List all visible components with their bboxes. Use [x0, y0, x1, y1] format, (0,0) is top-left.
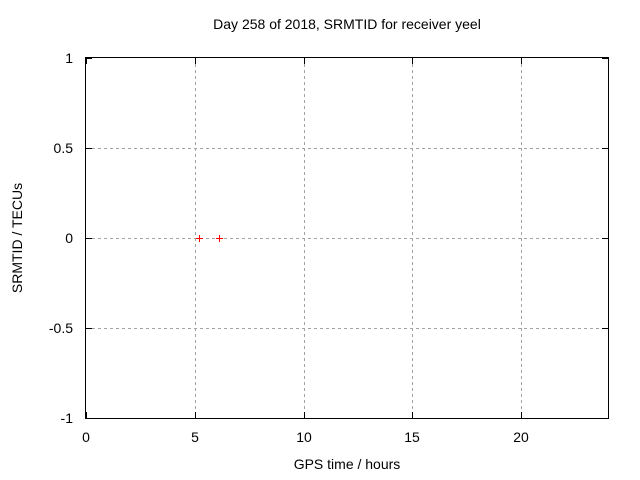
x-tick-top-10: [304, 58, 305, 64]
x-tick-bottom-15: [412, 412, 413, 418]
x-tick-top-20: [521, 58, 522, 64]
y-tick-left-1: [86, 58, 92, 59]
x-axis-label: GPS time / hours: [293, 456, 401, 472]
gridline-y-0: [86, 238, 608, 239]
y-tick-right-1: [602, 58, 608, 59]
y-tick-label--1: -1: [60, 410, 73, 426]
y-tick-left--0.5: [86, 328, 92, 329]
y-tick-label-1: 1: [65, 50, 73, 66]
x-tick-label-20: 20: [513, 429, 529, 445]
y-tick-label-0: 0: [65, 230, 73, 246]
x-tick-bottom-0: [86, 412, 87, 418]
x-tick-top-5: [195, 58, 196, 64]
x-tick-bottom-10: [304, 412, 305, 418]
x-tick-label-15: 15: [404, 429, 420, 445]
y-tick-label-0.5: 0.5: [53, 140, 73, 156]
y-tick-label--0.5: -0.5: [48, 320, 73, 336]
x-tick-bottom-5: [195, 412, 196, 418]
chart-title: Day 258 of 2018, SRMTID for receiver yee…: [213, 16, 481, 32]
y-tick-left-0: [86, 238, 92, 239]
data-point-SRMTID-0: [196, 235, 203, 242]
y-tick-right-0.5: [602, 148, 608, 149]
x-tick-label-10: 10: [296, 429, 312, 445]
y-tick-right-0: [602, 238, 608, 239]
gridline-y-0.5: [86, 148, 608, 149]
gridline-y--0.5: [86, 328, 608, 329]
data-point-SRMTID-1: [216, 235, 223, 242]
y-tick-left--1: [86, 418, 92, 419]
x-tick-label-0: 0: [82, 429, 90, 445]
y-tick-left-0.5: [86, 148, 92, 149]
plot-area: [85, 57, 609, 419]
x-tick-top-15: [412, 58, 413, 64]
x-tick-bottom-20: [521, 412, 522, 418]
x-tick-top-0: [86, 58, 87, 64]
y-tick-right--1: [602, 418, 608, 419]
x-tick-label-5: 5: [191, 429, 199, 445]
y-tick-right--0.5: [602, 328, 608, 329]
